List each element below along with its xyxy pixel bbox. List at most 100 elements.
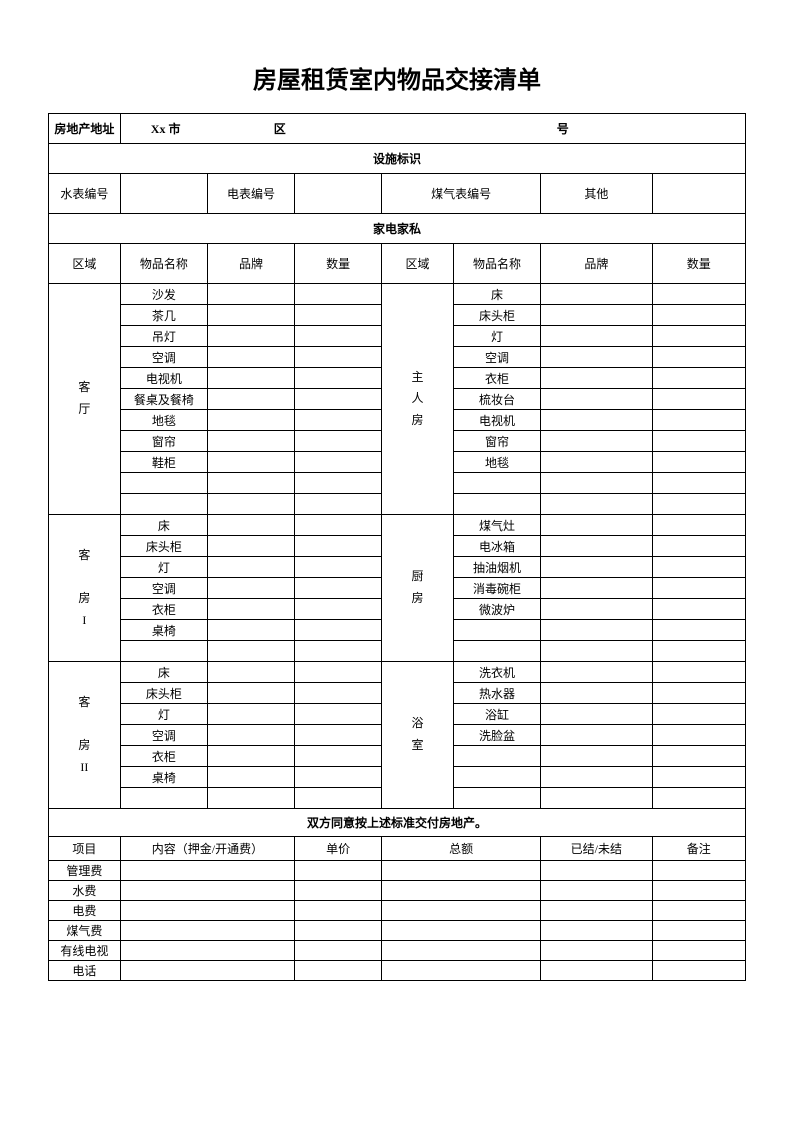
brand-cell xyxy=(207,305,294,326)
document-title: 房屋租赁室内物品交接清单 xyxy=(48,60,746,95)
quantity-cell xyxy=(295,725,382,746)
item-name-cell: 微波炉 xyxy=(453,599,540,620)
quantity-cell xyxy=(652,431,745,452)
brand-cell xyxy=(541,767,653,788)
fee-header-project: 项目 xyxy=(49,837,121,861)
item-name-cell xyxy=(453,746,540,767)
item-name-cell: 抽油烟机 xyxy=(453,557,540,578)
quantity-cell xyxy=(652,662,745,683)
fee-total-cell xyxy=(382,941,541,961)
quantity-cell xyxy=(295,662,382,683)
item-name-cell: 消毒碗柜 xyxy=(453,578,540,599)
quantity-cell xyxy=(652,410,745,431)
quantity-cell xyxy=(295,452,382,473)
address-row: 房地产地址 Xx 市 区 号 xyxy=(49,114,746,144)
quantity-cell xyxy=(295,515,382,536)
quantity-cell xyxy=(652,788,745,809)
fee-content-cell xyxy=(120,961,294,981)
area-cell: 主人房 xyxy=(382,284,454,515)
quantity-cell xyxy=(652,347,745,368)
item-name-cell: 衣柜 xyxy=(120,746,207,767)
item-name-cell: 灯 xyxy=(453,326,540,347)
fee-row: 煤气费 xyxy=(49,921,746,941)
facility-header: 设施标识 xyxy=(49,144,746,174)
quantity-cell xyxy=(652,368,745,389)
item-name-cell: 浴缸 xyxy=(453,704,540,725)
fee-row: 水费 xyxy=(49,881,746,901)
quantity-cell xyxy=(652,557,745,578)
quantity-cell xyxy=(652,326,745,347)
brand-cell xyxy=(541,452,653,473)
area-cell: 客房II xyxy=(49,662,121,809)
fee-row: 有线电视 xyxy=(49,941,746,961)
header-brand-1: 品牌 xyxy=(207,244,294,284)
brand-cell xyxy=(541,704,653,725)
fee-total-cell xyxy=(382,901,541,921)
header-item-2: 物品名称 xyxy=(453,244,540,284)
brand-cell xyxy=(541,557,653,578)
item-name-cell: 洗脸盆 xyxy=(453,725,540,746)
quantity-cell xyxy=(652,767,745,788)
fee-unit-price-cell xyxy=(295,861,382,881)
quantity-cell xyxy=(652,641,745,662)
address-number: 号 xyxy=(557,120,569,137)
item-name-cell: 床头柜 xyxy=(120,536,207,557)
brand-cell xyxy=(541,683,653,704)
electric-meter-label: 电表编号 xyxy=(207,174,294,214)
brand-cell xyxy=(207,767,294,788)
item-row: 客房II床浴室洗衣机 xyxy=(49,662,746,683)
quantity-cell xyxy=(295,578,382,599)
item-name-cell: 桌椅 xyxy=(120,767,207,788)
quantity-cell xyxy=(652,578,745,599)
quantity-cell xyxy=(295,788,382,809)
brand-cell xyxy=(207,431,294,452)
quantity-cell xyxy=(652,620,745,641)
address-value: Xx 市 区 号 xyxy=(120,114,745,144)
fee-total-cell xyxy=(382,881,541,901)
brand-cell xyxy=(207,662,294,683)
quantity-cell xyxy=(295,389,382,410)
header-item-1: 物品名称 xyxy=(120,244,207,284)
fee-project-cell: 电费 xyxy=(49,901,121,921)
item-name-cell xyxy=(453,473,540,494)
area-cell: 厨房 xyxy=(382,515,454,662)
brand-cell xyxy=(541,725,653,746)
item-name-cell: 空调 xyxy=(453,347,540,368)
quantity-cell xyxy=(295,284,382,305)
fee-header-row: 项目 内容（押金/开通费） 单价 总额 已结/未结 备注 xyxy=(49,837,746,861)
appliance-header: 家电家私 xyxy=(49,214,746,244)
fee-settled-cell xyxy=(541,881,653,901)
item-name-cell: 空调 xyxy=(120,578,207,599)
quantity-cell xyxy=(652,704,745,725)
brand-cell xyxy=(207,452,294,473)
brand-cell xyxy=(541,284,653,305)
header-area-2: 区域 xyxy=(382,244,454,284)
item-name-cell: 吊灯 xyxy=(120,326,207,347)
brand-cell xyxy=(541,326,653,347)
brand-cell xyxy=(207,473,294,494)
address-city: Xx 市 xyxy=(151,120,271,137)
item-name-cell: 鞋柜 xyxy=(120,452,207,473)
brand-cell xyxy=(207,641,294,662)
fee-content-cell xyxy=(120,941,294,961)
brand-cell xyxy=(541,368,653,389)
brand-cell xyxy=(541,641,653,662)
fee-header-unit-price: 单价 xyxy=(295,837,382,861)
quantity-cell xyxy=(295,473,382,494)
quantity-cell xyxy=(295,683,382,704)
fee-settled-cell xyxy=(541,941,653,961)
brand-cell xyxy=(207,557,294,578)
item-name-cell: 窗帘 xyxy=(120,431,207,452)
brand-cell xyxy=(207,536,294,557)
main-table: 房地产地址 Xx 市 区 号 设施标识 水表编号 电表编号 煤气表编号 其他 家… xyxy=(48,113,746,981)
quantity-cell xyxy=(652,599,745,620)
fee-settled-cell xyxy=(541,961,653,981)
quantity-cell xyxy=(295,536,382,557)
quantity-cell xyxy=(652,536,745,557)
item-name-cell: 地毯 xyxy=(120,410,207,431)
item-name-cell: 床头柜 xyxy=(453,305,540,326)
gas-meter-label: 煤气表编号 xyxy=(382,174,541,214)
item-name-cell: 餐桌及餐椅 xyxy=(120,389,207,410)
brand-cell xyxy=(207,515,294,536)
quantity-cell xyxy=(652,725,745,746)
